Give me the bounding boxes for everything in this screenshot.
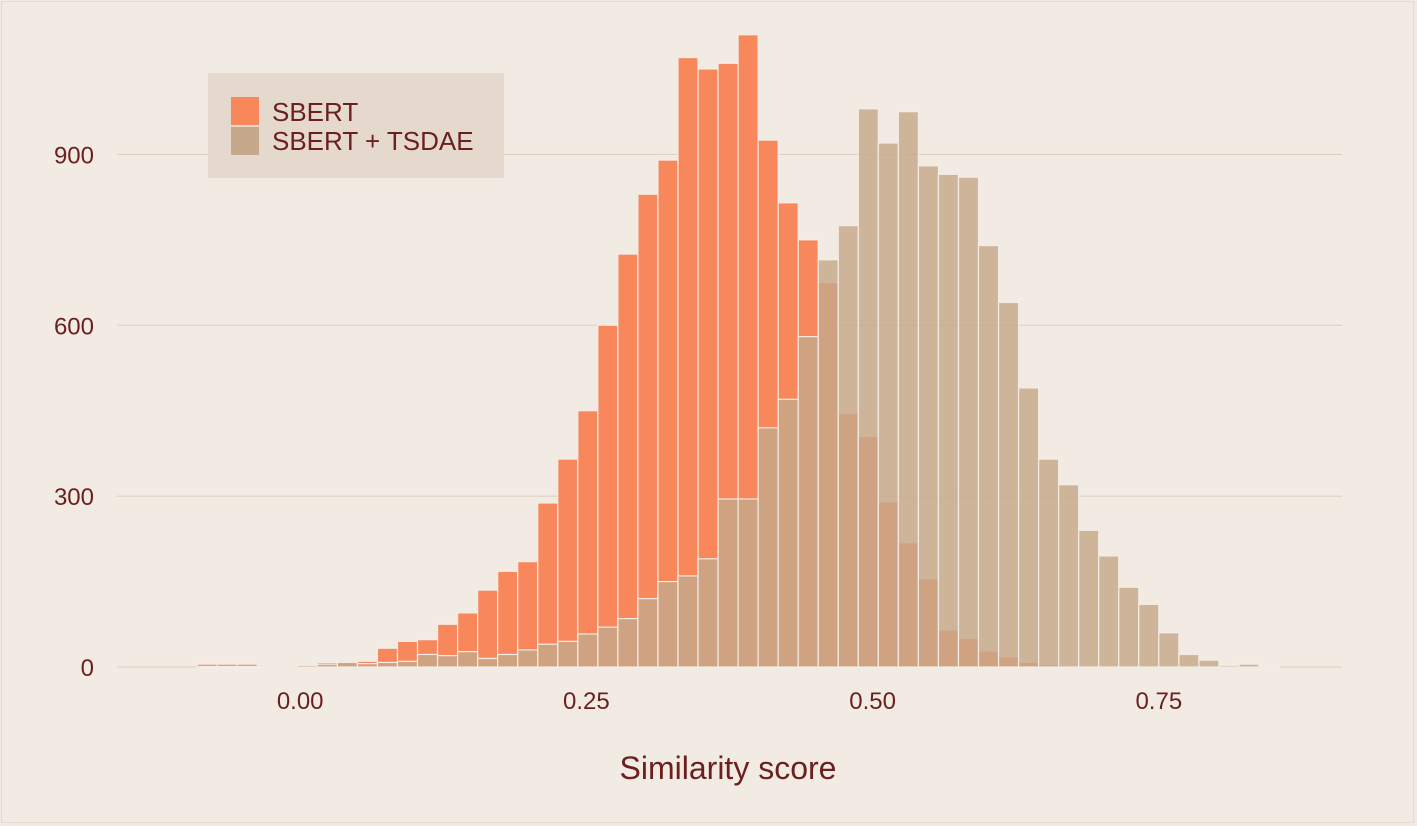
bar-sbert-tsdae: [1118, 586, 1140, 668]
bar-sbert-tsdae: [917, 165, 940, 668]
bar-sbert-tsdae: [256, 665, 278, 668]
bar-sbert-tsdae: [797, 336, 819, 668]
bar-sbert-tsdae: [296, 664, 318, 668]
bar-sbert: [537, 502, 559, 668]
bar-sbert: [577, 410, 599, 668]
bar-sbert-tsdae: [997, 301, 1020, 668]
bar-sbert-tsdae: [897, 111, 920, 668]
bar-sbert-tsdae: [1058, 484, 1080, 668]
bar-sbert-tsdae: [817, 259, 839, 668]
bar-sbert-tsdae: [657, 580, 679, 668]
bar-sbert-tsdae: [557, 640, 579, 668]
bar-sbert-tsdae: [216, 665, 238, 668]
bar-sbert-tsdae: [1158, 632, 1180, 668]
bar-sbert-tsdae: [416, 653, 439, 668]
bar-sbert-tsdae: [477, 657, 499, 668]
bar-sbert-tsdae: [396, 660, 419, 668]
bar-sbert-tsdae: [1098, 555, 1120, 668]
bar-sbert-tsdae: [276, 665, 298, 668]
bar-sbert: [617, 253, 639, 668]
bar-sbert-tsdae: [577, 633, 599, 668]
bar-sbert-tsdae: [236, 665, 258, 668]
bar-sbert-tsdae: [376, 661, 399, 668]
bar-sbert-tsdae: [637, 598, 659, 668]
x-tick-label: 0.25: [563, 688, 610, 715]
bar-sbert-tsdae: [837, 224, 859, 668]
bar-sbert: [557, 458, 579, 668]
bar-sbert-tsdae: [597, 626, 619, 668]
bar-sbert: [597, 324, 619, 668]
x-tick-label: 0.00: [277, 688, 324, 715]
bar-sbert-tsdae: [1258, 665, 1280, 668]
bar-sbert-tsdae: [877, 142, 899, 668]
bar-sbert-tsdae: [356, 662, 379, 668]
y-tick-label: 0: [81, 655, 94, 682]
bar-sbert-tsdae: [436, 655, 459, 668]
bar-sbert-tsdae: [336, 661, 359, 668]
y-axis-ticks: 0 300 600 900: [54, 142, 94, 682]
x-tick-label: 0.50: [849, 688, 896, 715]
legend-label-sbert-tsdae: SBERT + TSDAE: [272, 126, 474, 156]
series-sbert-tsdae-bars: [196, 108, 1280, 668]
bar-sbert-tsdae: [537, 643, 559, 668]
bar-sbert-tsdae: [1138, 603, 1160, 668]
y-tick-label: 300: [54, 484, 94, 511]
legend-box: [208, 73, 504, 178]
bar-sbert-tsdae: [977, 244, 1000, 668]
bar-sbert-tsdae: [617, 617, 639, 668]
bar-sbert-tsdae: [697, 558, 719, 668]
bar-sbert-tsdae: [1218, 664, 1240, 668]
bar-sbert-tsdae: [517, 649, 539, 668]
bar-sbert: [497, 570, 519, 668]
bar-sbert-tsdae: [196, 665, 218, 668]
bar-sbert-tsdae: [717, 498, 739, 668]
y-tick-label: 600: [54, 313, 94, 340]
bar-sbert-tsdae: [1178, 653, 1200, 668]
bar-sbert-tsdae: [857, 108, 879, 668]
bar-sbert: [477, 589, 499, 668]
y-tick-label: 900: [54, 142, 94, 169]
bar-sbert-tsdae: [957, 176, 980, 668]
bar-sbert-tsdae: [1198, 659, 1220, 668]
bar-sbert-tsdae: [757, 427, 779, 668]
bar-sbert-tsdae: [677, 575, 699, 668]
x-tick-label: 0.75: [1135, 688, 1182, 715]
bar-sbert-tsdae: [737, 498, 759, 668]
legend-swatch-sbert: [231, 97, 259, 125]
bar-sbert-tsdae: [777, 398, 799, 668]
bar-sbert-tsdae: [937, 173, 960, 668]
bar-sbert: [637, 193, 659, 668]
bar-sbert-tsdae: [316, 663, 338, 668]
x-axis-ticks: 0.00 0.25 0.50 0.75: [277, 688, 1182, 715]
bar-sbert-tsdae: [1038, 458, 1060, 668]
bar-sbert-tsdae: [456, 651, 479, 668]
legend: SBERT SBERT + TSDAE: [208, 73, 504, 178]
x-axis-label: Similarity score: [620, 750, 837, 786]
bar-sbert-tsdae: [1078, 529, 1100, 668]
legend-label-sbert: SBERT: [272, 97, 358, 127]
bar-sbert-tsdae: [497, 653, 519, 668]
legend-swatch-sbert-tsdae: [231, 127, 259, 155]
bar-sbert-tsdae: [1238, 663, 1260, 668]
bar-sbert-tsdae: [1017, 387, 1040, 668]
